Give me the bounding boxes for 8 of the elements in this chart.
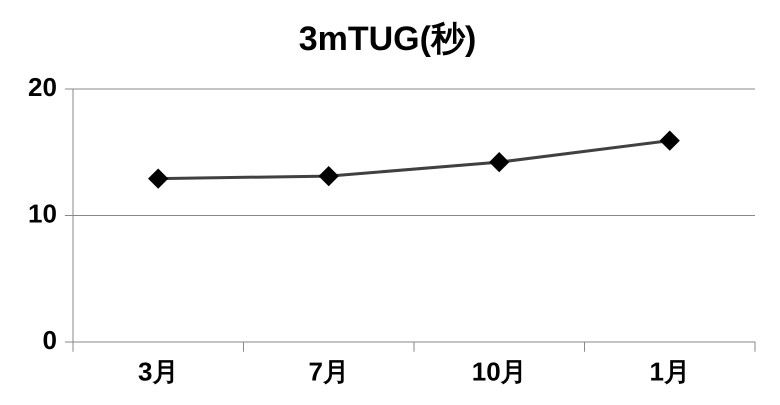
y-tick-label: 10: [28, 198, 57, 228]
x-tick-label: 10月: [472, 356, 527, 387]
x-tick-label: 1月: [650, 356, 690, 387]
y-tick-label: 20: [28, 72, 57, 102]
chart-title: 3mTUG(秒): [298, 20, 476, 58]
y-tick-label: 0: [42, 324, 57, 355]
x-tick-label: 3月: [138, 356, 178, 387]
x-tick-label: 7月: [308, 356, 349, 387]
